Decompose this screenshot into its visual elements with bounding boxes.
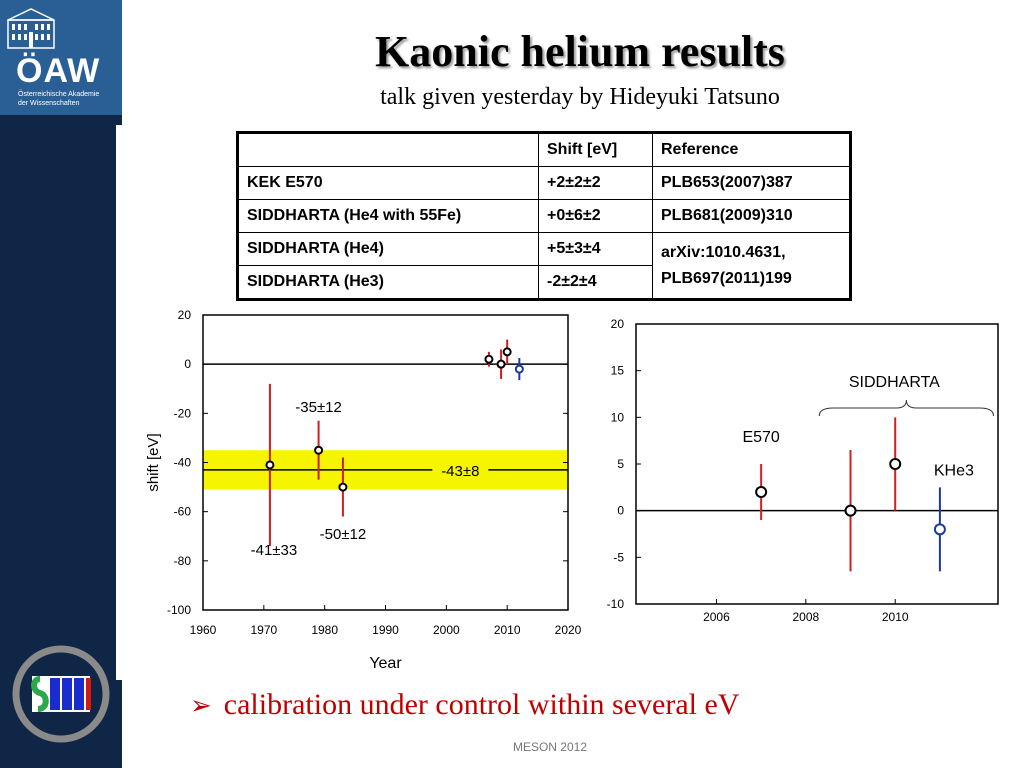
bracket (818, 399, 995, 417)
logo-text: ÖAW (16, 52, 101, 90)
x-tick-label: 2000 (433, 623, 460, 637)
y-tick-label: -100 (167, 603, 191, 617)
table-cell-shift: -2±2±4 (538, 265, 653, 300)
band-label-bg (432, 460, 489, 479)
data-point (933, 523, 946, 536)
table-cell-experiment: SIDDHARTA (He3) (237, 265, 539, 300)
x-tick-label: 1990 (372, 623, 399, 637)
y-tick-label: 20 (611, 317, 625, 331)
x-tick-label: 2008 (792, 610, 819, 624)
arrow-bullet-icon: ➢ (190, 691, 212, 720)
oaw-logo: ÖAW Österreichische Akademie der Wissens… (0, 0, 122, 115)
y-tick-label: 20 (178, 308, 192, 322)
data-point (844, 504, 857, 517)
logo-subtitle-line1: Österreichische Akademie (18, 91, 100, 98)
history-plot: 20 0 -20 -40 -60 -80 -100 1960 1970 1980 1990 2000 2… (145, 308, 582, 672)
table-cell-experiment: KEK E570 (237, 166, 539, 200)
table-header-cell (237, 132, 539, 167)
data-label: -50±12 (320, 526, 367, 543)
bullet-point: ➢ calibration under control within severa… (190, 688, 739, 722)
x-tick-label: 2010 (494, 623, 521, 637)
table-header-cell: Reference (652, 132, 851, 167)
sidebar (0, 0, 122, 768)
logo-subtitle-line2: der Wissenschaften (18, 100, 80, 107)
y-tick-label: -10 (607, 597, 625, 611)
x-tick-label: 2010 (882, 610, 909, 624)
x-tick-label: 2006 (703, 610, 730, 624)
data-point (338, 482, 348, 492)
building-icon (7, 8, 55, 49)
results-table: Shift [eV] Reference KEK E570 +2±2±2 PLB… (236, 131, 852, 301)
table-cell-experiment: SIDDHARTA (He4 with 55Fe) (237, 199, 539, 233)
data-point (889, 458, 902, 470)
table-row: SIDDHARTA (He4) +5±3±4 arXiv:1010.4631, … (237, 232, 851, 300)
table-cell-shift: +0±6±2 (538, 199, 653, 233)
y-tick-label: 10 (611, 410, 625, 424)
smi-logo (12, 645, 110, 743)
sidebar-divider (116, 125, 124, 680)
y-tick-label: 5 (617, 457, 624, 471)
recent-plot: 20 15 10 5 0 -5 -10 2006 2008 2010 SIDDHARTA E570 KH… (607, 317, 999, 624)
y-tick-label: -40 (174, 456, 192, 470)
table-header-cell: Shift [eV] (538, 132, 653, 167)
data-point (502, 347, 512, 357)
data-label: E570 (742, 429, 779, 446)
x-axis-label: Year (369, 655, 402, 672)
y-tick-label: -20 (174, 406, 192, 420)
table-cell-reference: arXiv:1010.4631, PLB697(2011)199 (652, 232, 851, 300)
y-tick-label: -60 (174, 505, 192, 519)
reference-line: PLB697(2011)199 (661, 269, 792, 287)
slide-subtitle: talk given yesterday by Hideyuki Tatsuno (380, 84, 780, 110)
data-point (484, 354, 494, 364)
table-row: SIDDHARTA (He4 with 55Fe) +0±6±2 PLB681(… (237, 199, 851, 233)
data-point (514, 364, 524, 374)
y-tick-label: 0 (617, 504, 624, 518)
y-axis-label: shift [eV] (145, 433, 162, 491)
y-tick-label: -5 (613, 550, 624, 564)
data-point (265, 460, 275, 470)
reference-line: arXiv:1010.4631, (661, 243, 786, 261)
data-label: -35±12 (295, 399, 342, 416)
footer: MESON 2012 (512, 740, 588, 754)
band-label: -43±8 (441, 463, 479, 480)
bracket-label: SIDDHARTA (849, 374, 940, 391)
table-cell-shift: +2±2±2 (538, 166, 653, 200)
table-cell-reference: PLB681(2009)310 (652, 199, 851, 233)
y-tick-label: -80 (174, 554, 192, 568)
y-tick-label: 0 (184, 357, 191, 371)
table-row: SIDDHARTA (He3) -2±2±4 (237, 265, 851, 300)
logo-subtitle: Österreichische Akademie der Wissenschaf… (18, 90, 128, 108)
data-point (496, 359, 506, 369)
data-label: KHe3 (934, 462, 974, 479)
x-tick-label: 1980 (311, 623, 338, 637)
table-header-row: Shift [eV] Reference (237, 132, 851, 167)
table-cell-experiment: SIDDHARTA (He4) (237, 232, 539, 266)
x-tick-label: 1970 (250, 623, 277, 637)
y-tick-label: 15 (611, 364, 625, 378)
table-row: KEK E570 +2±2±2 PLB653(2007)387 (237, 166, 851, 200)
data-point (314, 445, 324, 455)
x-tick-label: 1960 (190, 623, 217, 637)
slide-title: Kaonic helium results (375, 27, 785, 76)
data-point (755, 486, 768, 498)
table-cell-shift: +5±3±4 (538, 232, 653, 266)
x-tick-label: 2020 (555, 623, 582, 637)
bullet-text: calibration under control within several… (223, 688, 740, 721)
table-cell-reference: PLB653(2007)387 (652, 166, 851, 200)
data-label: -41±33 (251, 542, 298, 559)
